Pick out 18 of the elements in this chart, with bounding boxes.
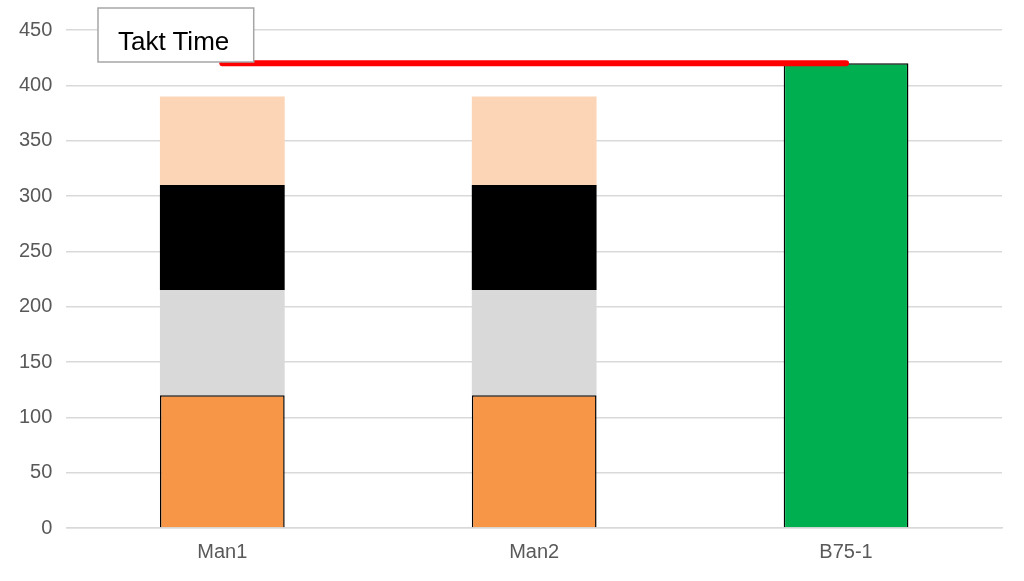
ref-line-label: Takt Time — [118, 26, 230, 57]
y-tick-label: 350 — [18, 128, 53, 151]
bar — [471, 184, 597, 291]
bar — [159, 184, 285, 291]
x-tick-label: B75-1 — [819, 539, 873, 562]
y-tick-label: 400 — [18, 72, 53, 95]
y-tick-label: 150 — [18, 349, 53, 372]
y-tick-label: 300 — [18, 183, 53, 206]
y-tick-label: 0 — [41, 515, 53, 538]
x-tick-label: Man2 — [509, 539, 560, 562]
y-tick-label: 200 — [18, 294, 53, 317]
x-tick-label: Man1 — [197, 539, 248, 562]
y-tick-label: 250 — [18, 238, 53, 261]
bar — [471, 96, 597, 185]
y-tick-label: 100 — [18, 404, 53, 427]
y-tick-label: 50 — [30, 460, 53, 483]
y-tick-label: 450 — [18, 17, 53, 40]
bar — [159, 96, 285, 185]
